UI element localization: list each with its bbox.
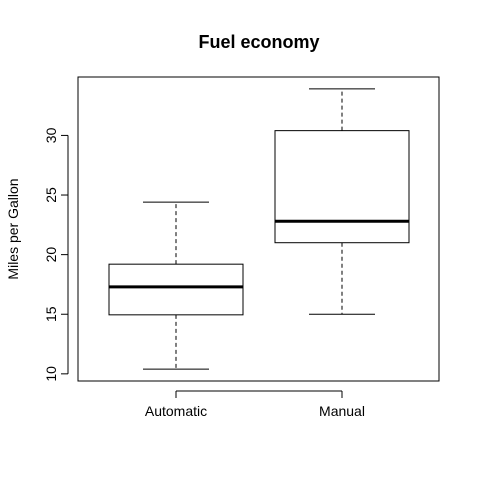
chart-title: Fuel economy (198, 32, 319, 52)
box-manual (274, 88, 410, 315)
plot-frame (77, 76, 440, 382)
box-plots (108, 88, 410, 370)
x-tick-label: Manual (319, 403, 365, 419)
y-tick-label: 25 (43, 187, 59, 203)
y-axis: 10 15 20 25 30 (43, 127, 69, 382)
y-tick-label: 20 (43, 247, 59, 263)
y-axis-label: Miles per Gallon (5, 178, 21, 279)
interquartile-box (274, 130, 410, 244)
x-axis: Automatic Manual (145, 390, 365, 419)
x-tick-label: Automatic (145, 403, 207, 419)
box-automatic (108, 201, 244, 370)
y-tick-label: 10 (43, 366, 59, 382)
y-tick-label: 30 (43, 127, 59, 143)
y-tick-label: 15 (43, 306, 59, 322)
interquartile-box (108, 263, 244, 316)
